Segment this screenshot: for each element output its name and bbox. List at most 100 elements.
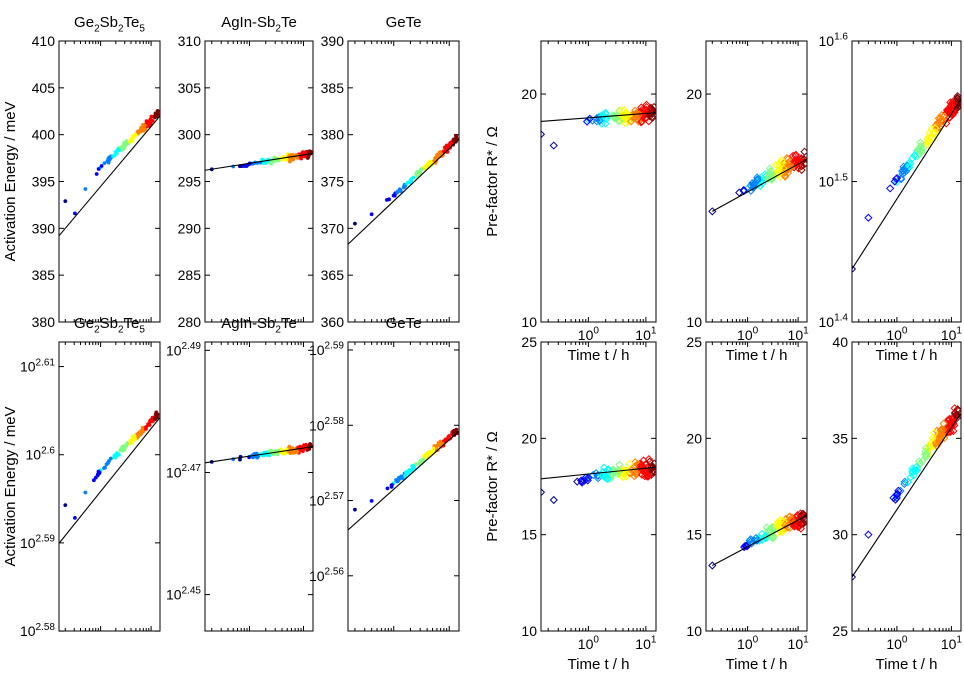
data-point (932, 121, 941, 130)
data-point (353, 507, 357, 512)
data-point (454, 136, 459, 141)
data-point (152, 416, 157, 421)
y-tick-label: 101.4 (819, 313, 849, 330)
fit-line (712, 158, 807, 212)
plot-area (348, 133, 459, 245)
data-point (785, 512, 794, 521)
data-point (130, 138, 135, 143)
y-tick-label: 20 (521, 430, 537, 446)
fit-line (348, 138, 459, 245)
y-tick-label: 280 (178, 314, 202, 330)
data-point (283, 451, 287, 455)
y-tick-label: 290 (178, 220, 202, 236)
data-point (369, 498, 374, 503)
data-point (141, 122, 145, 127)
y-tick-label: 102.47 (166, 463, 201, 480)
data-point (953, 94, 961, 104)
data-point (244, 164, 249, 169)
data-point (934, 114, 943, 123)
panel-log-ea-gete: GeTe 102.56 102.57 102.58 102.59 (309, 315, 460, 632)
x-axis-label: Time t / h (876, 656, 938, 673)
data-point (620, 106, 629, 115)
data-point (397, 476, 401, 481)
data-point (549, 141, 558, 150)
data-point (892, 493, 901, 503)
axes-frame (705, 341, 808, 632)
data-point (765, 169, 774, 178)
data-point (647, 112, 656, 122)
data-point (599, 111, 608, 120)
data-point (438, 154, 443, 158)
plot-area (59, 108, 160, 237)
data-point (947, 416, 956, 426)
data-point (619, 472, 628, 482)
data-point (403, 474, 408, 479)
data-point (63, 503, 68, 508)
axes-frame (347, 40, 460, 323)
data-point (777, 166, 786, 175)
data-point (636, 463, 645, 472)
data-point (637, 470, 647, 479)
data-point (886, 184, 895, 193)
data-point (779, 517, 788, 526)
data-point (266, 453, 271, 457)
data-point (648, 461, 656, 471)
x-tick-label: 100 (737, 326, 759, 343)
data-point (131, 135, 136, 140)
data-point (385, 486, 390, 491)
data-point (604, 465, 613, 474)
y-tick-label: 40 (832, 334, 848, 350)
data-point (923, 137, 932, 146)
fit-line (541, 112, 656, 123)
data-point (781, 521, 790, 530)
x-tick-label: 100 (886, 635, 908, 652)
x-axis-label: Time t / h (876, 347, 938, 364)
x-axis-label: Time t / h (568, 656, 630, 673)
y-tick-label: 102.58 (20, 622, 55, 639)
y-tick-label: 102.6 (26, 445, 56, 462)
data-point (119, 448, 124, 452)
data-point (263, 161, 268, 165)
data-point (409, 468, 414, 473)
y-tick-label: 15 (686, 527, 702, 543)
data-point (428, 159, 432, 164)
data-point (939, 425, 948, 434)
data-point (643, 470, 652, 479)
data-point (627, 469, 636, 478)
data-point (121, 146, 126, 151)
data-point (948, 102, 958, 111)
panel-lin-ea-aist: AgIn-Sb2Te 280 285 290 295 300 305 310 (178, 14, 314, 330)
data-point (593, 471, 602, 480)
data-point (746, 181, 755, 190)
data-point (916, 147, 925, 156)
x-axis-label: Time t / h (726, 656, 788, 673)
data-point (753, 173, 762, 182)
y-tick-label: 380 (321, 127, 345, 143)
y-tick-label: 35 (832, 430, 848, 446)
data-point (637, 117, 647, 126)
panel-lin-r-gst: Pre-factor R* / Ω 10 20 100 101 Time t / h (484, 40, 657, 364)
panel-title: AgIn-Sb2Te (221, 14, 297, 35)
fit-line (205, 152, 313, 171)
data-point (369, 212, 374, 217)
plot-area (708, 147, 807, 216)
y-axis-label: Activation Energy / meV (2, 101, 19, 261)
plot-area (541, 455, 656, 505)
data-point (597, 119, 606, 128)
data-point (454, 133, 458, 138)
data-point (83, 187, 88, 191)
data-point (592, 469, 601, 478)
y-tick-label: 20 (521, 86, 537, 102)
x-tick-label: 100 (578, 635, 600, 652)
data-point (900, 479, 909, 489)
data-point (638, 462, 647, 471)
data-point (155, 112, 159, 117)
data-point (444, 143, 449, 148)
y-tick-label: 10 (521, 314, 537, 330)
data-point (306, 149, 311, 154)
data-point (625, 459, 634, 468)
data-point (143, 127, 148, 132)
y-tick-label: 102.49 (166, 341, 201, 358)
plot-area (852, 92, 961, 274)
